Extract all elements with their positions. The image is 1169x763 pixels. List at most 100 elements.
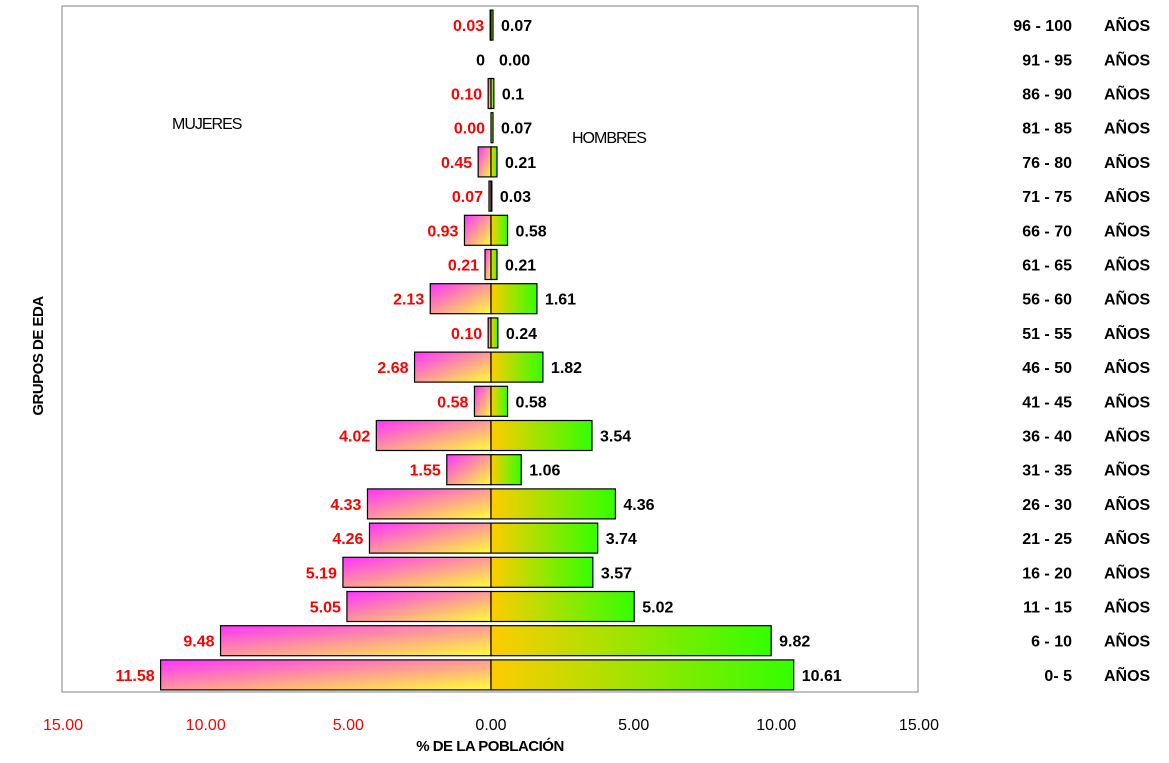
age-unit-label: AÑOS — [1104, 631, 1151, 651]
age-group-label: 36 - 40 — [1022, 429, 1072, 446]
age-group-label: 66 - 70 — [1022, 223, 1072, 240]
age-group-label: 26 - 30 — [1022, 497, 1072, 514]
age-unit-label: AÑOS — [1104, 528, 1151, 548]
male-bar — [490, 9, 494, 41]
age-unit-label: AÑOS — [1104, 426, 1151, 446]
female-value-label: 0.03 — [453, 18, 484, 35]
male-value-label: 3.57 — [601, 565, 632, 582]
female-value-label: 4.02 — [339, 429, 370, 446]
female-value-label: 0.10 — [451, 87, 482, 104]
age-group-label: 96 - 100 — [1013, 18, 1072, 35]
male-bar — [490, 659, 795, 691]
age-unit-label: AÑOS — [1104, 562, 1151, 582]
male-bar — [490, 248, 498, 281]
age-group-label: 76 - 80 — [1022, 155, 1072, 172]
age-group-label: 6 - 10 — [1031, 634, 1072, 651]
age-group-label: 81 - 85 — [1022, 121, 1072, 138]
female-value-label: 5.19 — [306, 565, 337, 582]
age-group-label: 41 - 45 — [1022, 394, 1072, 411]
female-value-label: 0 — [476, 52, 485, 69]
age-group-label: 31 - 35 — [1022, 463, 1072, 480]
female-value-label: 1.55 — [410, 463, 441, 480]
female-bar — [342, 556, 492, 588]
male-bar — [490, 556, 594, 588]
female-bar — [463, 214, 492, 246]
age-unit-label: AÑOS — [1104, 220, 1151, 240]
male-value-label: 9.82 — [779, 634, 810, 651]
mujeres-annotation: MUJERES — [172, 116, 242, 133]
age-group-label: 46 - 50 — [1022, 360, 1072, 377]
age-group-label: 11 - 15 — [1023, 600, 1072, 617]
male-value-label: 0.07 — [501, 18, 532, 35]
x-tick-label: 0.00 — [475, 717, 506, 734]
male-bar — [490, 180, 493, 212]
male-value-label: 10.61 — [802, 668, 842, 685]
age-unit-label: AÑOS — [1104, 494, 1151, 514]
age-unit-label: AÑOS — [1104, 597, 1151, 617]
female-bar — [366, 488, 492, 520]
female-bar — [477, 146, 492, 178]
age-unit-label: AÑOS — [1104, 49, 1151, 69]
male-value-label: 0.24 — [506, 326, 537, 343]
male-value-label: 0.00 — [499, 52, 530, 69]
male-value-label: 3.54 — [600, 429, 631, 446]
female-value-label: 0.00 — [454, 121, 485, 138]
female-value-label: 0.10 — [451, 326, 482, 343]
male-value-label: 0.1 — [502, 87, 524, 104]
male-bar — [490, 419, 593, 452]
age-unit-label: AÑOS — [1104, 289, 1151, 309]
male-bar — [490, 488, 616, 520]
male-value-label: 4.36 — [623, 497, 654, 514]
age-group-label: 51 - 55 — [1022, 326, 1072, 343]
age-unit-label: AÑOS — [1104, 357, 1151, 377]
female-bar — [368, 522, 492, 554]
hombres-annotation: HOMBRES — [572, 130, 646, 147]
female-bar — [160, 659, 492, 691]
age-unit-label: AÑOS — [1104, 323, 1151, 343]
male-bar — [490, 522, 599, 554]
male-value-label: 0.03 — [500, 189, 531, 206]
female-value-label: 4.26 — [332, 531, 363, 548]
male-value-label: 1.61 — [545, 292, 576, 309]
male-bar — [490, 77, 495, 110]
female-bar — [484, 248, 492, 281]
age-group-label: 0- 5 — [1044, 668, 1072, 685]
x-tick-label: 15.00 — [899, 717, 939, 734]
male-bar — [490, 454, 522, 486]
male-value-label: 0.07 — [501, 121, 532, 138]
male-bar — [490, 146, 498, 178]
female-value-label: 2.68 — [377, 360, 408, 377]
male-value-label: 0.21 — [505, 155, 536, 172]
female-value-label: 0.21 — [448, 258, 479, 275]
male-bar — [490, 317, 499, 349]
male-value-label: 3.74 — [606, 531, 637, 548]
female-value-label: 11.58 — [115, 668, 154, 685]
female-value-label: 0.93 — [427, 223, 458, 240]
female-value-label: 5.05 — [310, 600, 341, 617]
x-tick-label: 10.00 — [186, 717, 226, 734]
male-value-label: 0.58 — [516, 394, 547, 411]
age-unit-label: AÑOS — [1104, 665, 1151, 685]
male-bar — [490, 112, 494, 144]
age-group-label: 61 - 65 — [1022, 258, 1072, 275]
male-bar — [490, 385, 509, 417]
female-value-label: 2.13 — [393, 292, 424, 309]
age-unit-label: AÑOS — [1104, 460, 1151, 480]
female-bar — [375, 419, 492, 452]
y-axis-title: GRUPOS DE EDA — [30, 296, 47, 416]
male-value-label: 1.82 — [551, 360, 582, 377]
x-tick-label: 5.00 — [618, 717, 649, 734]
female-value-label: 0.58 — [437, 394, 468, 411]
female-value-label: 0.07 — [452, 189, 483, 206]
male-value-label: 5.02 — [642, 600, 673, 617]
x-axis-title: % DE LA POBLACIÓN — [416, 737, 564, 755]
female-bar — [446, 454, 492, 486]
age-group-label: 56 - 60 — [1022, 292, 1072, 309]
age-group-label: 16 - 20 — [1022, 565, 1072, 582]
female-bar — [346, 590, 492, 623]
age-unit-label: AÑOS — [1104, 255, 1151, 275]
age-group-label: 71 - 75 — [1022, 189, 1072, 206]
male-bar — [490, 590, 635, 623]
male-value-label: 0.58 — [516, 223, 547, 240]
